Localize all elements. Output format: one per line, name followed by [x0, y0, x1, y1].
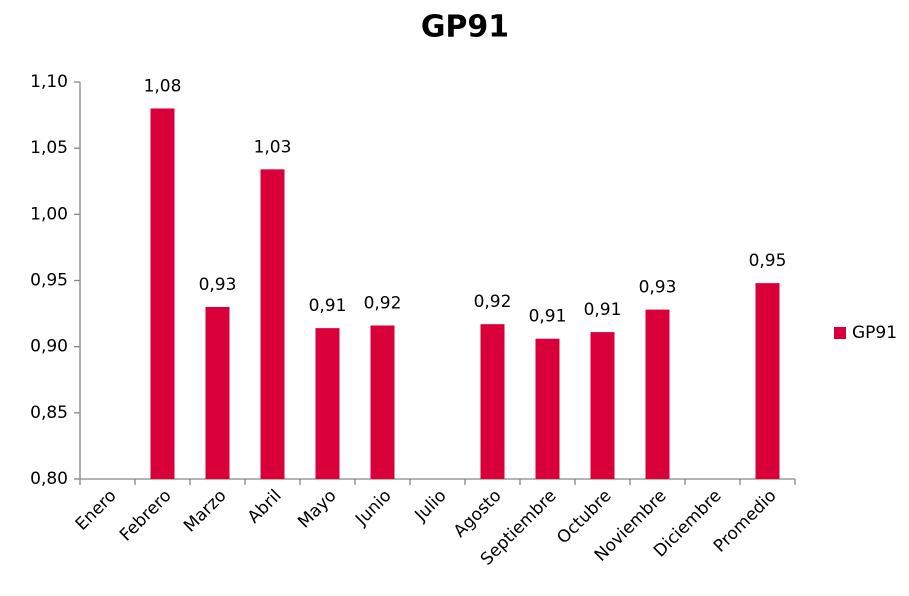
bar: [535, 338, 560, 479]
legend-swatch: [834, 327, 846, 339]
y-tick-label: 1,00: [30, 204, 68, 224]
y-tick-label: 0,85: [30, 403, 68, 423]
y-tick-label: 0,95: [30, 271, 68, 291]
data-label: 1,08: [144, 76, 182, 96]
x-tick-label: Julio: [411, 486, 451, 526]
y-tick-label: 0,90: [30, 337, 68, 357]
data-label: 1,03: [254, 137, 292, 157]
bar: [370, 325, 395, 479]
data-label: 0,93: [199, 275, 237, 295]
bar: [590, 332, 615, 479]
legend-label: GP91: [852, 323, 897, 343]
y-tick-label: 1,10: [30, 72, 68, 92]
y-tick-label: 1,05: [30, 138, 68, 158]
bar: [150, 108, 175, 479]
data-label: 0,95: [749, 251, 787, 271]
bar: [315, 328, 340, 479]
bar: [480, 324, 505, 479]
data-label: 0,91: [309, 296, 347, 316]
data-label: 0,92: [474, 292, 512, 312]
x-tick-label: Enero: [72, 486, 121, 535]
x-tick-label: Abril: [244, 486, 286, 528]
x-tick-label: Febrero: [116, 486, 176, 546]
chart-title: GP91: [421, 10, 509, 45]
x-tick-label: Junio: [351, 486, 395, 530]
x-tick-label: Agosto: [450, 486, 506, 542]
data-label: 0,91: [584, 300, 622, 320]
data-label: 0,93: [639, 278, 677, 298]
bar: [645, 309, 670, 479]
bar: [260, 169, 285, 479]
x-tick-label: Marzo: [180, 486, 230, 536]
data-label: 0,92: [364, 293, 402, 313]
bar: [205, 306, 230, 479]
x-tick-label: Mayo: [294, 486, 340, 532]
y-tick-label: 0,80: [30, 469, 68, 489]
data-label: 0,91: [529, 307, 567, 327]
bar: [755, 283, 780, 479]
